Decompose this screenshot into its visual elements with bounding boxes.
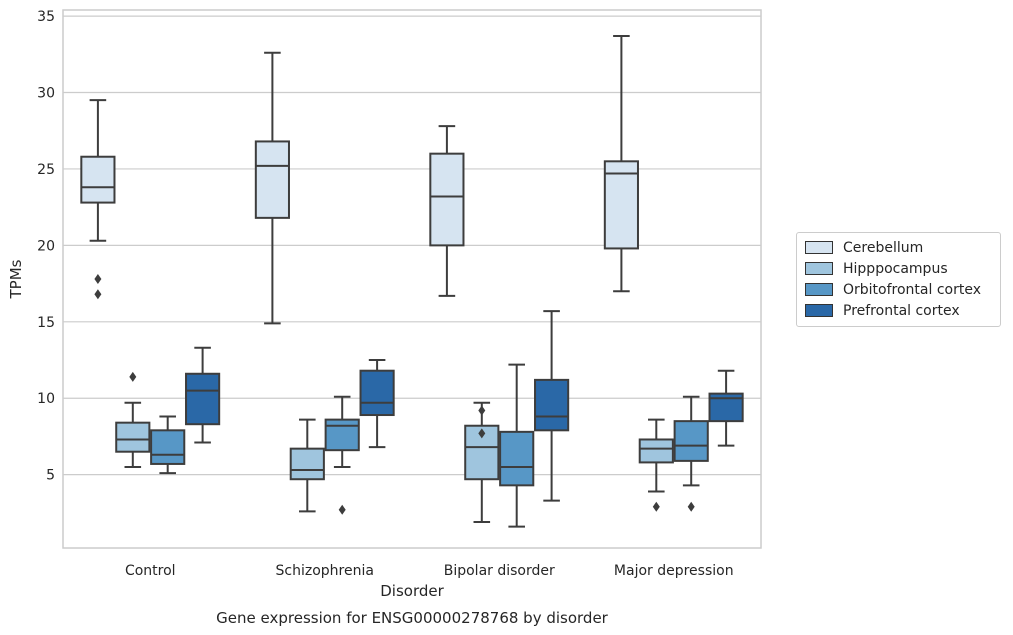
legend: Cerebellum Hipppocampus Orbitofrontal co… (796, 232, 1001, 327)
box-body (499, 430, 535, 487)
legend-label: Hipppocampus (843, 260, 948, 277)
legend-item-orbitofrontal-cortex: Orbitofrontal cortex (805, 279, 1000, 300)
box-prefrontal-cortex (359, 359, 395, 449)
plot-frame (62, 9, 762, 549)
box-body (150, 429, 186, 465)
y-tick-label: 35 (37, 9, 55, 25)
outlier-point (652, 501, 660, 512)
box-hipppocampus (638, 418, 674, 512)
box-cerebellum (603, 34, 639, 293)
x-tick-label: Control (125, 563, 176, 579)
box-cerebellum (80, 99, 116, 300)
box-orbitofrontal-cortex (324, 395, 360, 515)
outlier-point (129, 371, 137, 382)
y-tick-label: 15 (37, 315, 55, 331)
chart-title: Gene expression for ENSG00000278768 by d… (216, 609, 609, 627)
box-body (534, 378, 570, 432)
x-tick-label: Major depression (614, 563, 734, 579)
box-body (80, 155, 116, 204)
outlier-point (687, 501, 695, 512)
legend-label: Orbitofrontal cortex (843, 281, 981, 298)
box-body (359, 369, 395, 417)
y-axis-label: TPMs (7, 259, 25, 299)
box-layer (80, 34, 744, 528)
box-body (289, 447, 325, 481)
box-cerebellum (429, 125, 465, 297)
legend-item-hippocampus: Hipppocampus (805, 258, 1000, 279)
x-tick-label: Bipolar disorder (444, 563, 555, 579)
box-body (185, 372, 221, 426)
box-hipppocampus (115, 371, 151, 468)
box-cerebellum (254, 51, 290, 325)
box-body (673, 420, 709, 462)
x-tick-labels: Control Schizophrenia Bipolar disorder Majo… (125, 563, 734, 579)
y-tick-labels: 5 10 15 20 25 30 35 (37, 9, 55, 484)
outlier-point (94, 274, 102, 284)
box-orbitofrontal-cortex (673, 395, 709, 512)
box-hipppocampus (289, 418, 325, 513)
box-orbitofrontal-cortex (150, 415, 186, 475)
y-tick-label: 25 (37, 162, 55, 178)
legend-swatch (805, 304, 833, 317)
y-tick-label: 20 (37, 238, 55, 254)
legend-item-prefrontal-cortex: Prefrontal cortex (805, 300, 1000, 321)
legend-swatch (805, 283, 833, 296)
legend-label: Prefrontal cortex (843, 302, 960, 319)
box-hipppocampus (464, 401, 500, 524)
box-body (324, 418, 360, 452)
box-body (115, 421, 151, 453)
y-tick-label: 5 (46, 468, 55, 484)
box-prefrontal-cortex (534, 310, 570, 502)
box-prefrontal-cortex (185, 346, 221, 444)
x-tick-label: Schizophrenia (276, 563, 374, 579)
outlier-point (94, 289, 102, 300)
outlier-point (338, 504, 346, 515)
legend-swatch (805, 241, 833, 254)
box-orbitofrontal-cortex (499, 363, 535, 528)
box-body (429, 152, 465, 247)
y-tick-label: 10 (37, 391, 55, 407)
x-axis-label: Disorder (380, 582, 444, 600)
y-tick-label: 30 (37, 86, 55, 102)
outlier-point (478, 428, 486, 439)
box-body (603, 160, 639, 250)
legend-item-cerebellum: Cerebellum (805, 237, 1000, 258)
box-body (254, 140, 290, 219)
box-body (638, 438, 674, 464)
outlier-point (478, 405, 486, 416)
grid-layer (63, 15, 761, 476)
box-prefrontal-cortex (708, 369, 744, 447)
legend-label: Cerebellum (843, 239, 924, 256)
legend-swatch (805, 262, 833, 275)
